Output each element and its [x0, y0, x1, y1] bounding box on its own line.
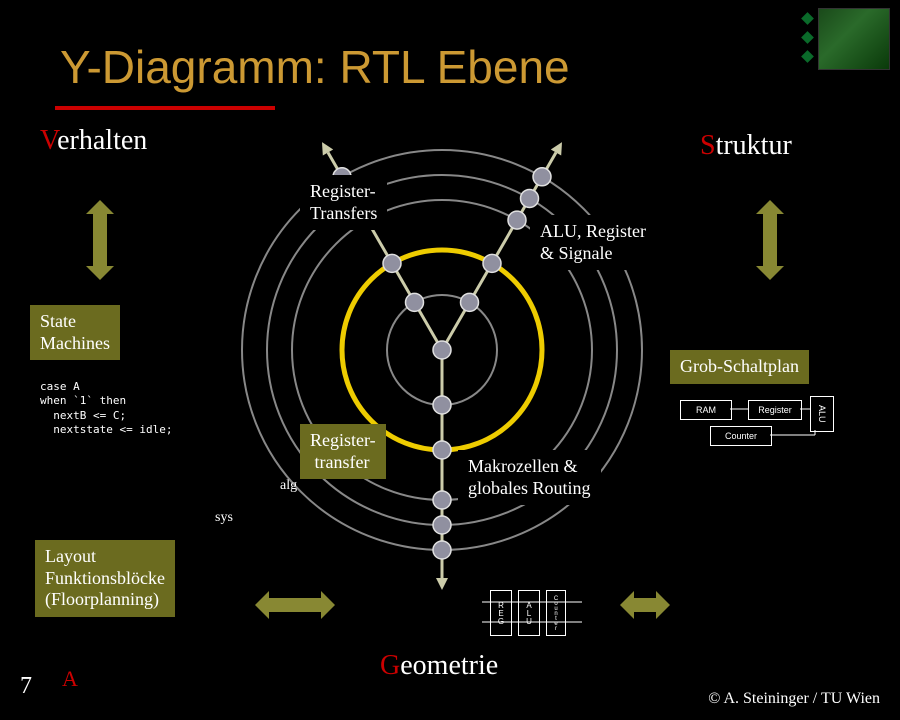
floor-reg: REG — [490, 590, 512, 636]
accent-g: G — [380, 650, 400, 681]
corner-bullets — [803, 14, 812, 71]
page-number: 7 — [20, 673, 32, 700]
accent-s: S — [700, 130, 716, 161]
axis-geometry-rest: eometrie — [400, 650, 498, 681]
page-title: Y-Diagramm: RTL Ebene — [60, 40, 570, 94]
floor-alu: ALU — [518, 590, 540, 636]
title-underline — [55, 106, 275, 110]
box-makrozellen: Makrozellen &globales Routing — [458, 450, 601, 505]
floorplan-diagram: REG ALU Counter — [490, 590, 580, 640]
schematic-diagram: RAM Register Counter ALU — [680, 400, 850, 455]
box-register-transfer: Register- transfer — [300, 424, 386, 479]
axis-behavior: Verhalten — [40, 125, 147, 157]
corner-decoration — [818, 8, 890, 70]
code-snippet: case Awhen `1` then nextB <= C; nextstat… — [40, 380, 172, 437]
footer-letter: A — [62, 666, 78, 692]
floor-counter: Counter — [546, 590, 566, 636]
axis-structure-rest: truktur — [716, 130, 792, 161]
box-register-transfers: Register-Transfers — [300, 175, 387, 230]
ring-label-alg: alg — [280, 478, 297, 494]
axis-behavior-rest: erhalten — [57, 125, 147, 156]
box-grob-schaltplan: Grob-Schaltplan — [670, 350, 809, 384]
box-layout-floorplan: LayoutFunktionsblöcke(Floorplanning) — [35, 540, 175, 617]
accent-v: V — [40, 125, 57, 156]
box-alu-register: ALU, Register& Signale — [530, 215, 656, 270]
ring-label-sys: sys — [215, 510, 233, 526]
axis-geometry: Geometrie — [380, 650, 498, 682]
axis-structure: Struktur — [700, 130, 792, 162]
copyright: © A. Steininger / TU Wien — [708, 690, 880, 708]
box-state-machines: StateMachines — [30, 305, 120, 360]
